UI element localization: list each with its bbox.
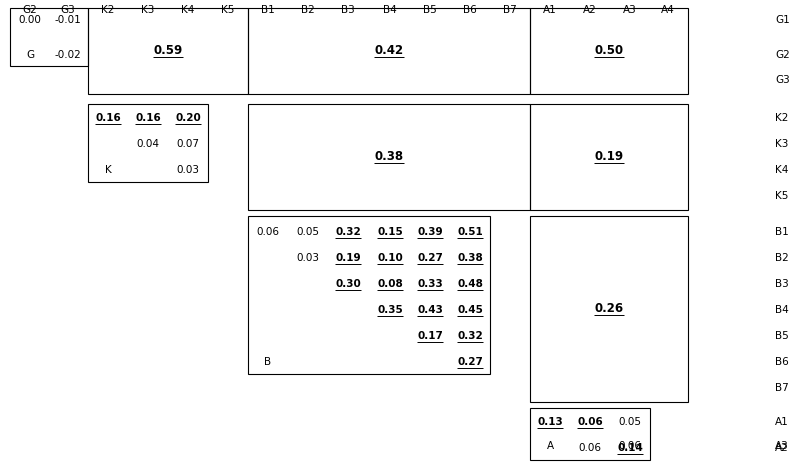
Text: B7: B7	[503, 5, 517, 15]
Text: 0.06: 0.06	[577, 417, 603, 427]
Text: 0.59: 0.59	[153, 44, 183, 57]
Text: B6: B6	[463, 5, 477, 15]
Text: 0.39: 0.39	[418, 227, 442, 237]
Text: K2: K2	[775, 113, 788, 123]
Text: A2: A2	[583, 5, 597, 15]
Text: A4: A4	[661, 5, 675, 15]
Text: B1: B1	[775, 227, 789, 237]
Text: -0.01: -0.01	[55, 15, 81, 25]
Text: 0.50: 0.50	[595, 44, 624, 57]
Text: A2: A2	[775, 443, 789, 453]
Text: G1: G1	[775, 15, 790, 25]
Text: 0.10: 0.10	[377, 253, 403, 263]
Text: B4: B4	[775, 305, 789, 315]
Text: B4: B4	[383, 5, 397, 15]
Text: 0.32: 0.32	[457, 331, 483, 341]
Text: 0.14: 0.14	[617, 443, 643, 453]
Bar	[10, 8, 88, 66]
Text: K5: K5	[222, 5, 235, 15]
Text: G2: G2	[23, 5, 37, 15]
Text: B7: B7	[775, 383, 789, 393]
Text: G: G	[26, 50, 34, 60]
Text: 0.45: 0.45	[457, 305, 483, 315]
Text: 0.38: 0.38	[457, 253, 483, 263]
Text: B5: B5	[423, 5, 437, 15]
Text: B: B	[264, 357, 272, 367]
Text: B3: B3	[341, 5, 355, 15]
Text: 0.33: 0.33	[418, 279, 442, 289]
Text: 0.38: 0.38	[375, 151, 404, 164]
Text: B3: B3	[775, 279, 789, 289]
Text: 0.26: 0.26	[595, 302, 624, 315]
Text: 0.19: 0.19	[595, 151, 624, 164]
Text: A1: A1	[775, 417, 789, 427]
Text: 0.17: 0.17	[417, 331, 443, 341]
Text: K5: K5	[775, 191, 788, 201]
Text: 0.05: 0.05	[618, 417, 642, 427]
Text: 0.32: 0.32	[335, 227, 361, 237]
Text: 0.06: 0.06	[256, 227, 280, 237]
Text: 0.04: 0.04	[136, 139, 160, 149]
Text: 0.27: 0.27	[457, 357, 483, 367]
Text: B5: B5	[775, 331, 789, 341]
Text: B6: B6	[775, 357, 789, 367]
Text: B2: B2	[775, 253, 789, 263]
Text: 0.19: 0.19	[335, 253, 361, 263]
Text: 0.06: 0.06	[618, 441, 642, 451]
Text: 0.20: 0.20	[175, 113, 201, 123]
Text: G3: G3	[60, 5, 76, 15]
Text: K4: K4	[775, 165, 788, 175]
Text: 0.43: 0.43	[417, 305, 443, 315]
Text: 0.08: 0.08	[377, 279, 403, 289]
Text: 0.30: 0.30	[335, 279, 361, 289]
Text: B2: B2	[301, 5, 315, 15]
Text: -0.02: -0.02	[55, 50, 81, 60]
Text: A: A	[546, 441, 554, 451]
Text: K2: K2	[102, 5, 114, 15]
Text: 0.16: 0.16	[135, 113, 161, 123]
Text: 0.13: 0.13	[537, 417, 563, 427]
Bar	[88, 8, 248, 94]
Text: 0.03: 0.03	[297, 253, 319, 263]
Bar	[248, 216, 490, 374]
Text: A3: A3	[623, 5, 637, 15]
Text: 0.06: 0.06	[579, 443, 601, 453]
Text: G2: G2	[775, 50, 790, 60]
Bar	[248, 104, 530, 210]
Text: 0.15: 0.15	[377, 227, 403, 237]
Text: 0.00: 0.00	[19, 15, 41, 25]
Bar	[530, 408, 650, 460]
Text: B1: B1	[261, 5, 275, 15]
Text: A1: A1	[543, 5, 557, 15]
Bar	[530, 104, 688, 210]
Text: K: K	[105, 165, 111, 175]
Text: K4: K4	[181, 5, 195, 15]
Text: A3: A3	[775, 441, 789, 451]
Text: G3: G3	[775, 75, 790, 85]
Bar	[248, 8, 530, 94]
Text: 0.27: 0.27	[417, 253, 443, 263]
Text: 0.16: 0.16	[95, 113, 121, 123]
Bar	[88, 104, 208, 182]
Text: 0.05: 0.05	[297, 227, 319, 237]
Bar	[530, 8, 688, 94]
Text: K3: K3	[141, 5, 155, 15]
Text: 0.03: 0.03	[177, 165, 200, 175]
Text: 0.51: 0.51	[457, 227, 483, 237]
Text: 0.42: 0.42	[375, 44, 404, 57]
Text: K3: K3	[775, 139, 788, 149]
Text: 0.07: 0.07	[177, 139, 200, 149]
Text: 0.35: 0.35	[377, 305, 403, 315]
Text: 0.48: 0.48	[457, 279, 483, 289]
Bar	[530, 216, 688, 402]
